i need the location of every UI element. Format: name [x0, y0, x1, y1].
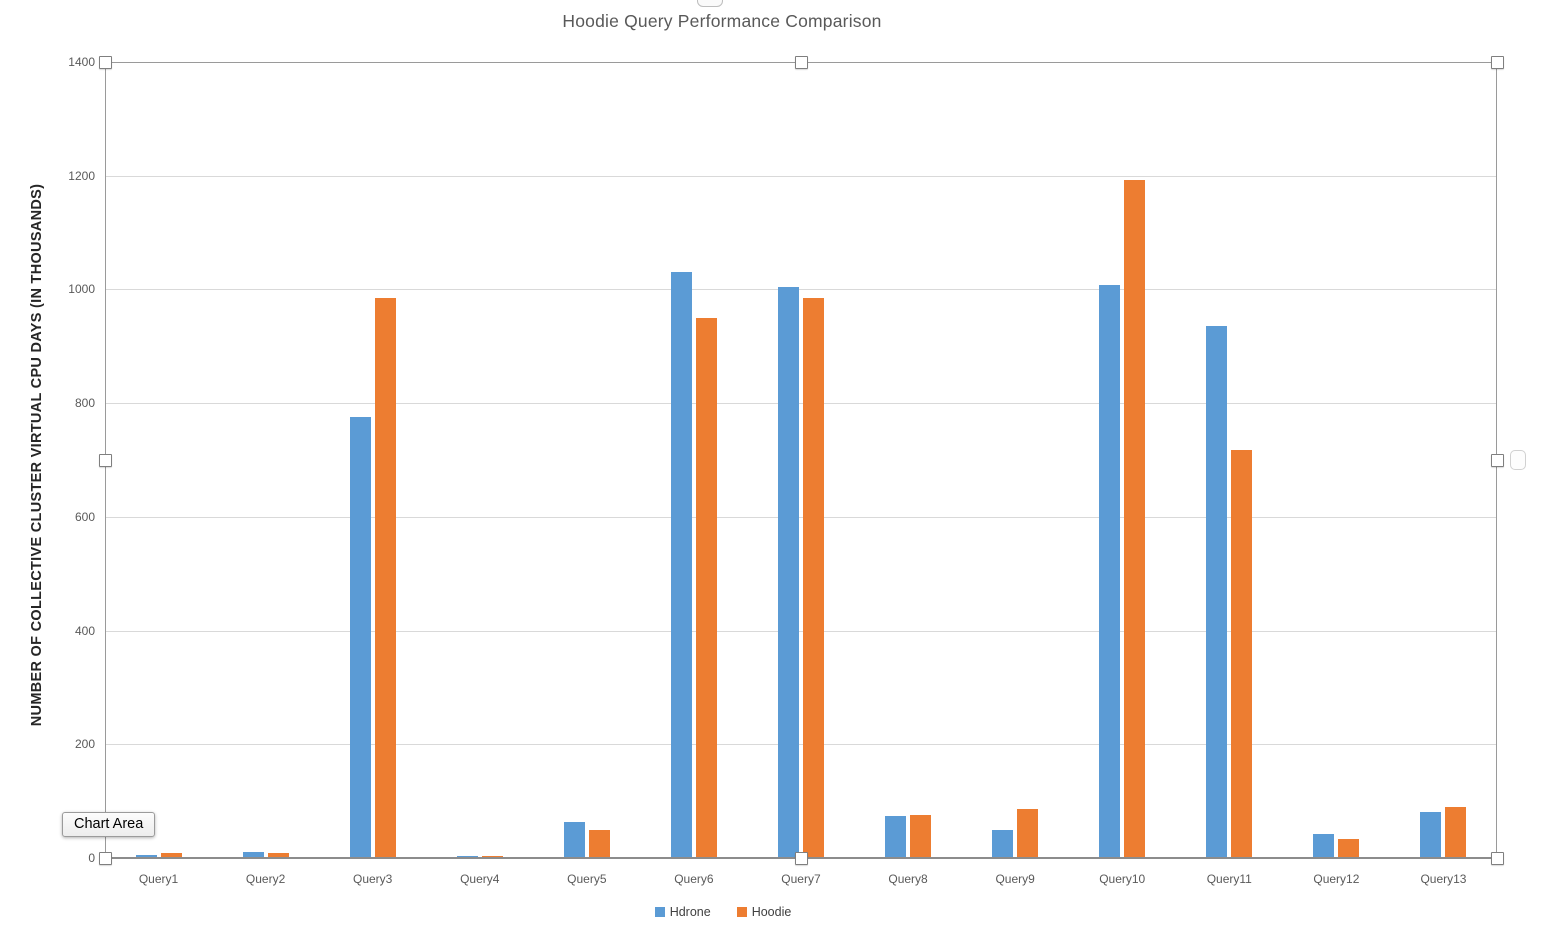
- bar-hoodie-query4[interactable]: [481, 855, 503, 858]
- y-tick-label: 800: [74, 396, 95, 411]
- bar-hdrone-query13[interactable]: [1420, 811, 1442, 858]
- bar-hdrone-query5[interactable]: [563, 822, 585, 858]
- bar-hdrone-query10[interactable]: [1099, 284, 1121, 858]
- bar-hdrone-query6[interactable]: [670, 272, 692, 858]
- hdrone-swatch-icon: [654, 907, 665, 917]
- bar-hoodie-query1[interactable]: [160, 853, 182, 858]
- y-tick-label: 1000: [68, 282, 95, 297]
- y-tick-label: 0: [88, 851, 95, 865]
- gridline: [105, 403, 1497, 405]
- bar-hoodie-query9[interactable]: [1017, 809, 1039, 858]
- x-category-label-query12: Query12: [1313, 872, 1360, 886]
- y-tick-label: 1200: [68, 168, 95, 183]
- legend-label: Hdrone: [669, 905, 711, 919]
- bar-hdrone-query9[interactable]: [992, 829, 1014, 858]
- resize-handle-top-center[interactable]: [794, 55, 808, 69]
- x-category-label-query11: Query11: [1206, 872, 1252, 886]
- resize-handle-mid-right[interactable]: [1490, 453, 1504, 467]
- resize-handle-top-left[interactable]: [98, 55, 112, 69]
- x-category-label-query13: Query13: [1420, 872, 1467, 886]
- bar-hdrone-query12[interactable]: [1313, 834, 1335, 858]
- bar-hdrone-query8[interactable]: [885, 815, 907, 858]
- bar-hdrone-query4[interactable]: [456, 855, 478, 858]
- x-category-label-query9: Query9: [995, 872, 1035, 886]
- bar-hdrone-query1[interactable]: [135, 855, 157, 858]
- resize-handle-bottom-left[interactable]: [98, 851, 112, 865]
- bar-hoodie-query6[interactable]: [695, 317, 717, 858]
- resize-handle-mid-left[interactable]: [98, 453, 112, 467]
- hoodie-swatch-icon: [736, 907, 747, 917]
- chart-area-tooltip: Chart Area: [62, 812, 156, 837]
- resize-handle-top-right[interactable]: [1490, 55, 1504, 69]
- chart-title[interactable]: Hoodie Query Performance Comparison: [562, 11, 882, 31]
- bar-hoodie-query11[interactable]: [1231, 449, 1253, 858]
- gridline: [105, 289, 1497, 291]
- bar-hoodie-query13[interactable]: [1445, 806, 1467, 858]
- y-tick-label: 400: [74, 623, 95, 638]
- bar-hoodie-query3[interactable]: [374, 297, 396, 858]
- bar-hoodie-query2[interactable]: [267, 852, 289, 858]
- x-category-label-query5: Query5: [567, 872, 607, 886]
- bar-hoodie-query10[interactable]: [1124, 179, 1146, 858]
- resize-handle-bottom-center[interactable]: [794, 851, 808, 865]
- legend-item-hoodie[interactable]: Hoodie: [736, 905, 792, 919]
- plot-selection-border: [105, 62, 1497, 858]
- chart-border-handle-right[interactable]: [1510, 450, 1526, 470]
- legend-label: Hoodie: [751, 905, 792, 919]
- y-tick-label: 600: [74, 509, 95, 524]
- y-tick-label: 1400: [68, 55, 95, 69]
- x-category-label-query7: Query7: [781, 872, 821, 886]
- gridline: [105, 516, 1497, 518]
- x-category-label-query6: Query6: [674, 872, 714, 886]
- gridline: [105, 744, 1497, 746]
- gridline: [105, 175, 1497, 177]
- legend-item-hdrone[interactable]: Hdrone: [654, 905, 711, 919]
- legend: Hdrone Hoodie: [0, 905, 1446, 919]
- x-category-label-query10: Query10: [1099, 872, 1146, 886]
- resize-handle-bottom-right[interactable]: [1490, 851, 1504, 865]
- x-category-label-query1: Query1: [138, 872, 179, 886]
- chart-border-handle-top[interactable]: [697, 0, 723, 7]
- bar-hoodie-query7[interactable]: [803, 297, 824, 858]
- bar-hoodie-query5[interactable]: [588, 829, 610, 858]
- x-category-label-query4: Query4: [460, 872, 500, 886]
- bar-hdrone-query2[interactable]: [242, 852, 264, 858]
- x-category-label-query8: Query8: [888, 872, 928, 886]
- bar-hoodie-query8[interactable]: [910, 815, 932, 858]
- bar-hdrone-query7[interactable]: [778, 286, 799, 858]
- bar-hoodie-query12[interactable]: [1338, 839, 1360, 858]
- gridline: [105, 630, 1497, 632]
- bar-hdrone-query3[interactable]: [349, 417, 371, 858]
- y-tick-label: 200: [74, 737, 95, 752]
- x-category-label-query2: Query2: [245, 872, 286, 886]
- bar-hdrone-query11[interactable]: [1206, 326, 1228, 858]
- x-category-label-query3: Query3: [352, 872, 393, 886]
- y-axis-title[interactable]: NUMBER OF COLLECTIVE CLUSTER VIRTUAL CPU…: [29, 183, 45, 727]
